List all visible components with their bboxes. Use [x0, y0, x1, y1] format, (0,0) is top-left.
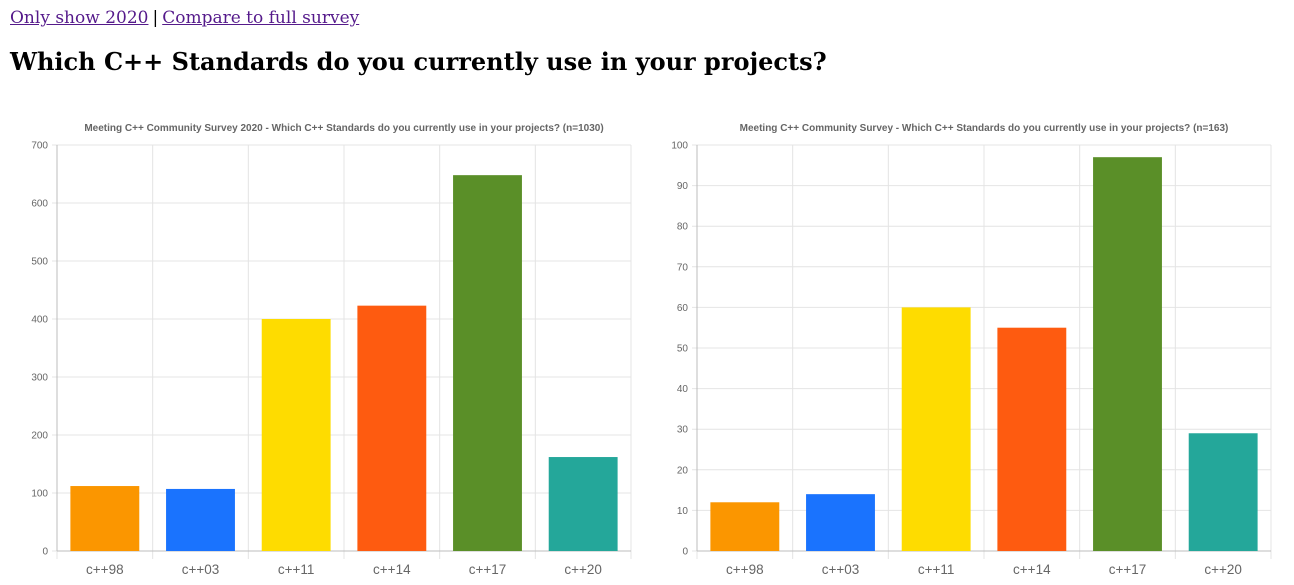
bar-cpp20[interactable]	[548, 457, 618, 551]
nav-links: Only show 2020 | Compare to full survey	[10, 8, 359, 28]
y-tick-label: 40	[677, 384, 689, 395]
bar-cpp03[interactable]	[806, 494, 875, 551]
x-tick-label: c++11	[278, 562, 315, 577]
bar-cpp14[interactable]	[997, 327, 1067, 551]
y-tick-label: 100	[671, 141, 688, 152]
y-tick-label: 600	[31, 199, 48, 210]
y-tick-label: 70	[677, 262, 689, 273]
bar-cpp14[interactable]	[357, 305, 427, 551]
x-tick-label: c++98	[726, 562, 764, 577]
bar-cpp03[interactable]	[166, 488, 235, 551]
x-tick-label: c++98	[86, 562, 124, 577]
y-tick-label: 100	[31, 489, 48, 500]
compare-full-survey-link[interactable]: Compare to full survey	[162, 8, 360, 28]
nav-separator: |	[152, 8, 159, 28]
y-tick-label: 400	[31, 315, 48, 326]
y-tick-label: 700	[31, 141, 48, 152]
bar-cpp98[interactable]	[710, 502, 780, 551]
y-tick-label: 10	[677, 506, 689, 517]
bar-cpp20[interactable]	[1188, 433, 1258, 551]
y-tick-label: 20	[677, 465, 689, 476]
bar-cpp11[interactable]	[261, 319, 331, 551]
x-tick-label: c++17	[469, 562, 507, 577]
bar-cpp17[interactable]	[453, 175, 522, 551]
x-tick-label: c++14	[373, 562, 411, 577]
y-tick-label: 50	[677, 344, 689, 355]
x-tick-label: c++03	[182, 562, 220, 577]
x-tick-label: c++20	[564, 562, 602, 577]
bar-cpp11[interactable]	[901, 307, 971, 551]
y-tick-label: 500	[31, 257, 48, 268]
bar-cpp17[interactable]	[1093, 157, 1162, 551]
chart-2020: Meeting C++ Community Survey 2020 - Whic…	[10, 112, 642, 582]
x-tick-label: c++20	[1204, 562, 1242, 577]
page-title: Which C++ Standards do you currently use…	[10, 47, 827, 76]
chart-svg: Meeting C++ Community Survey 2020 - Whic…	[31, 123, 632, 577]
x-tick-label: c++11	[918, 562, 955, 577]
x-tick-label: c++14	[1013, 562, 1051, 577]
y-tick-label: 0	[682, 547, 688, 558]
y-tick-label: 80	[677, 222, 689, 233]
x-tick-label: c++17	[1109, 562, 1147, 577]
y-tick-label: 90	[677, 181, 689, 192]
y-tick-label: 300	[31, 373, 48, 384]
y-tick-label: 60	[677, 303, 689, 314]
bar-cpp98[interactable]	[70, 486, 140, 551]
y-tick-label: 30	[677, 425, 689, 436]
chart-svg: Meeting C++ Community Survey - Which C++…	[671, 123, 1272, 577]
y-tick-label: 0	[42, 547, 48, 558]
x-tick-label: c++03	[822, 562, 860, 577]
chart-title: Meeting C++ Community Survey 2020 - Whic…	[84, 123, 603, 134]
chart-full-survey: Meeting C++ Community Survey - Which C++…	[650, 112, 1282, 582]
chart-title: Meeting C++ Community Survey - Which C++…	[740, 123, 1229, 134]
y-tick-label: 200	[31, 431, 48, 442]
only-show-2020-link[interactable]: Only show 2020	[10, 8, 149, 28]
